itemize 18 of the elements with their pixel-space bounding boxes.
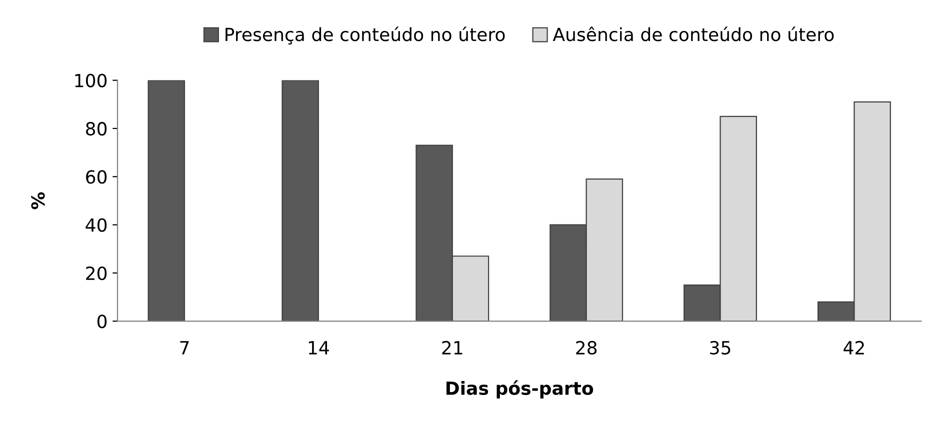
y-tick-label: 40 [86,218,107,232]
x-tick-label: 7 [180,341,189,354]
y-tick-label: 60 [86,170,107,184]
y-tick-label: 80 [86,122,107,136]
legend-label: Presença de conteúdo no útero [226,26,505,44]
x-tick-label: 14 [308,341,329,354]
bar [282,80,319,322]
x-tick-label: 28 [576,340,597,355]
x-tick-label: 35 [710,340,730,355]
y-tick-label: 20 [86,266,107,280]
legend-label: Ausência de conteúdo no útero [552,26,834,42]
y-tick-label: 0 [97,314,107,328]
y-tick-label: 100 [75,74,107,88]
x-tick-label: 21 [442,340,462,354]
y-axis-title: % [31,192,45,210]
x-tick-label: 42 [844,340,864,354]
x-axis-title: Dias pós-parto [446,380,594,398]
bar [148,80,186,322]
